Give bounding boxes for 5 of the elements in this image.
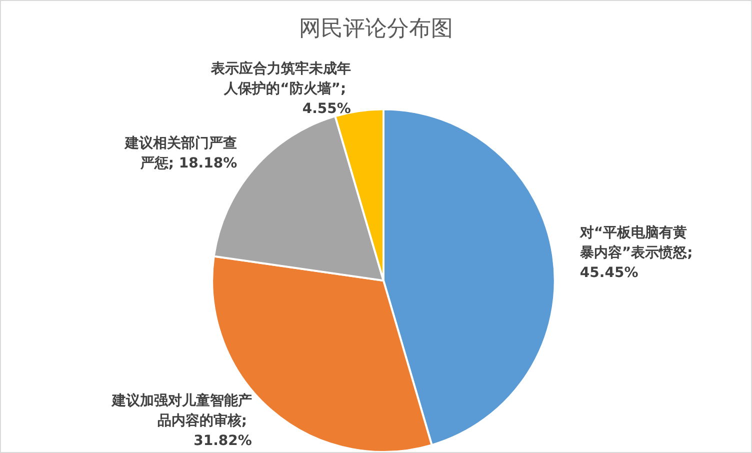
slice-label: 表示应合力筑牢未成年人保护的“防火墙”; 4.55%: [210, 60, 351, 118]
slice-label: 建议加强对儿童智能产品内容的审核; 31.82%: [110, 392, 252, 449]
slice-label: 建议相关部门严查严惩; 18.18%: [124, 134, 238, 172]
chart-title: 网民评论分布图: [299, 16, 453, 42]
slice-label: 对“平板电脑有黄暴内容”表示愤怒; 45.45%: [578, 224, 698, 282]
